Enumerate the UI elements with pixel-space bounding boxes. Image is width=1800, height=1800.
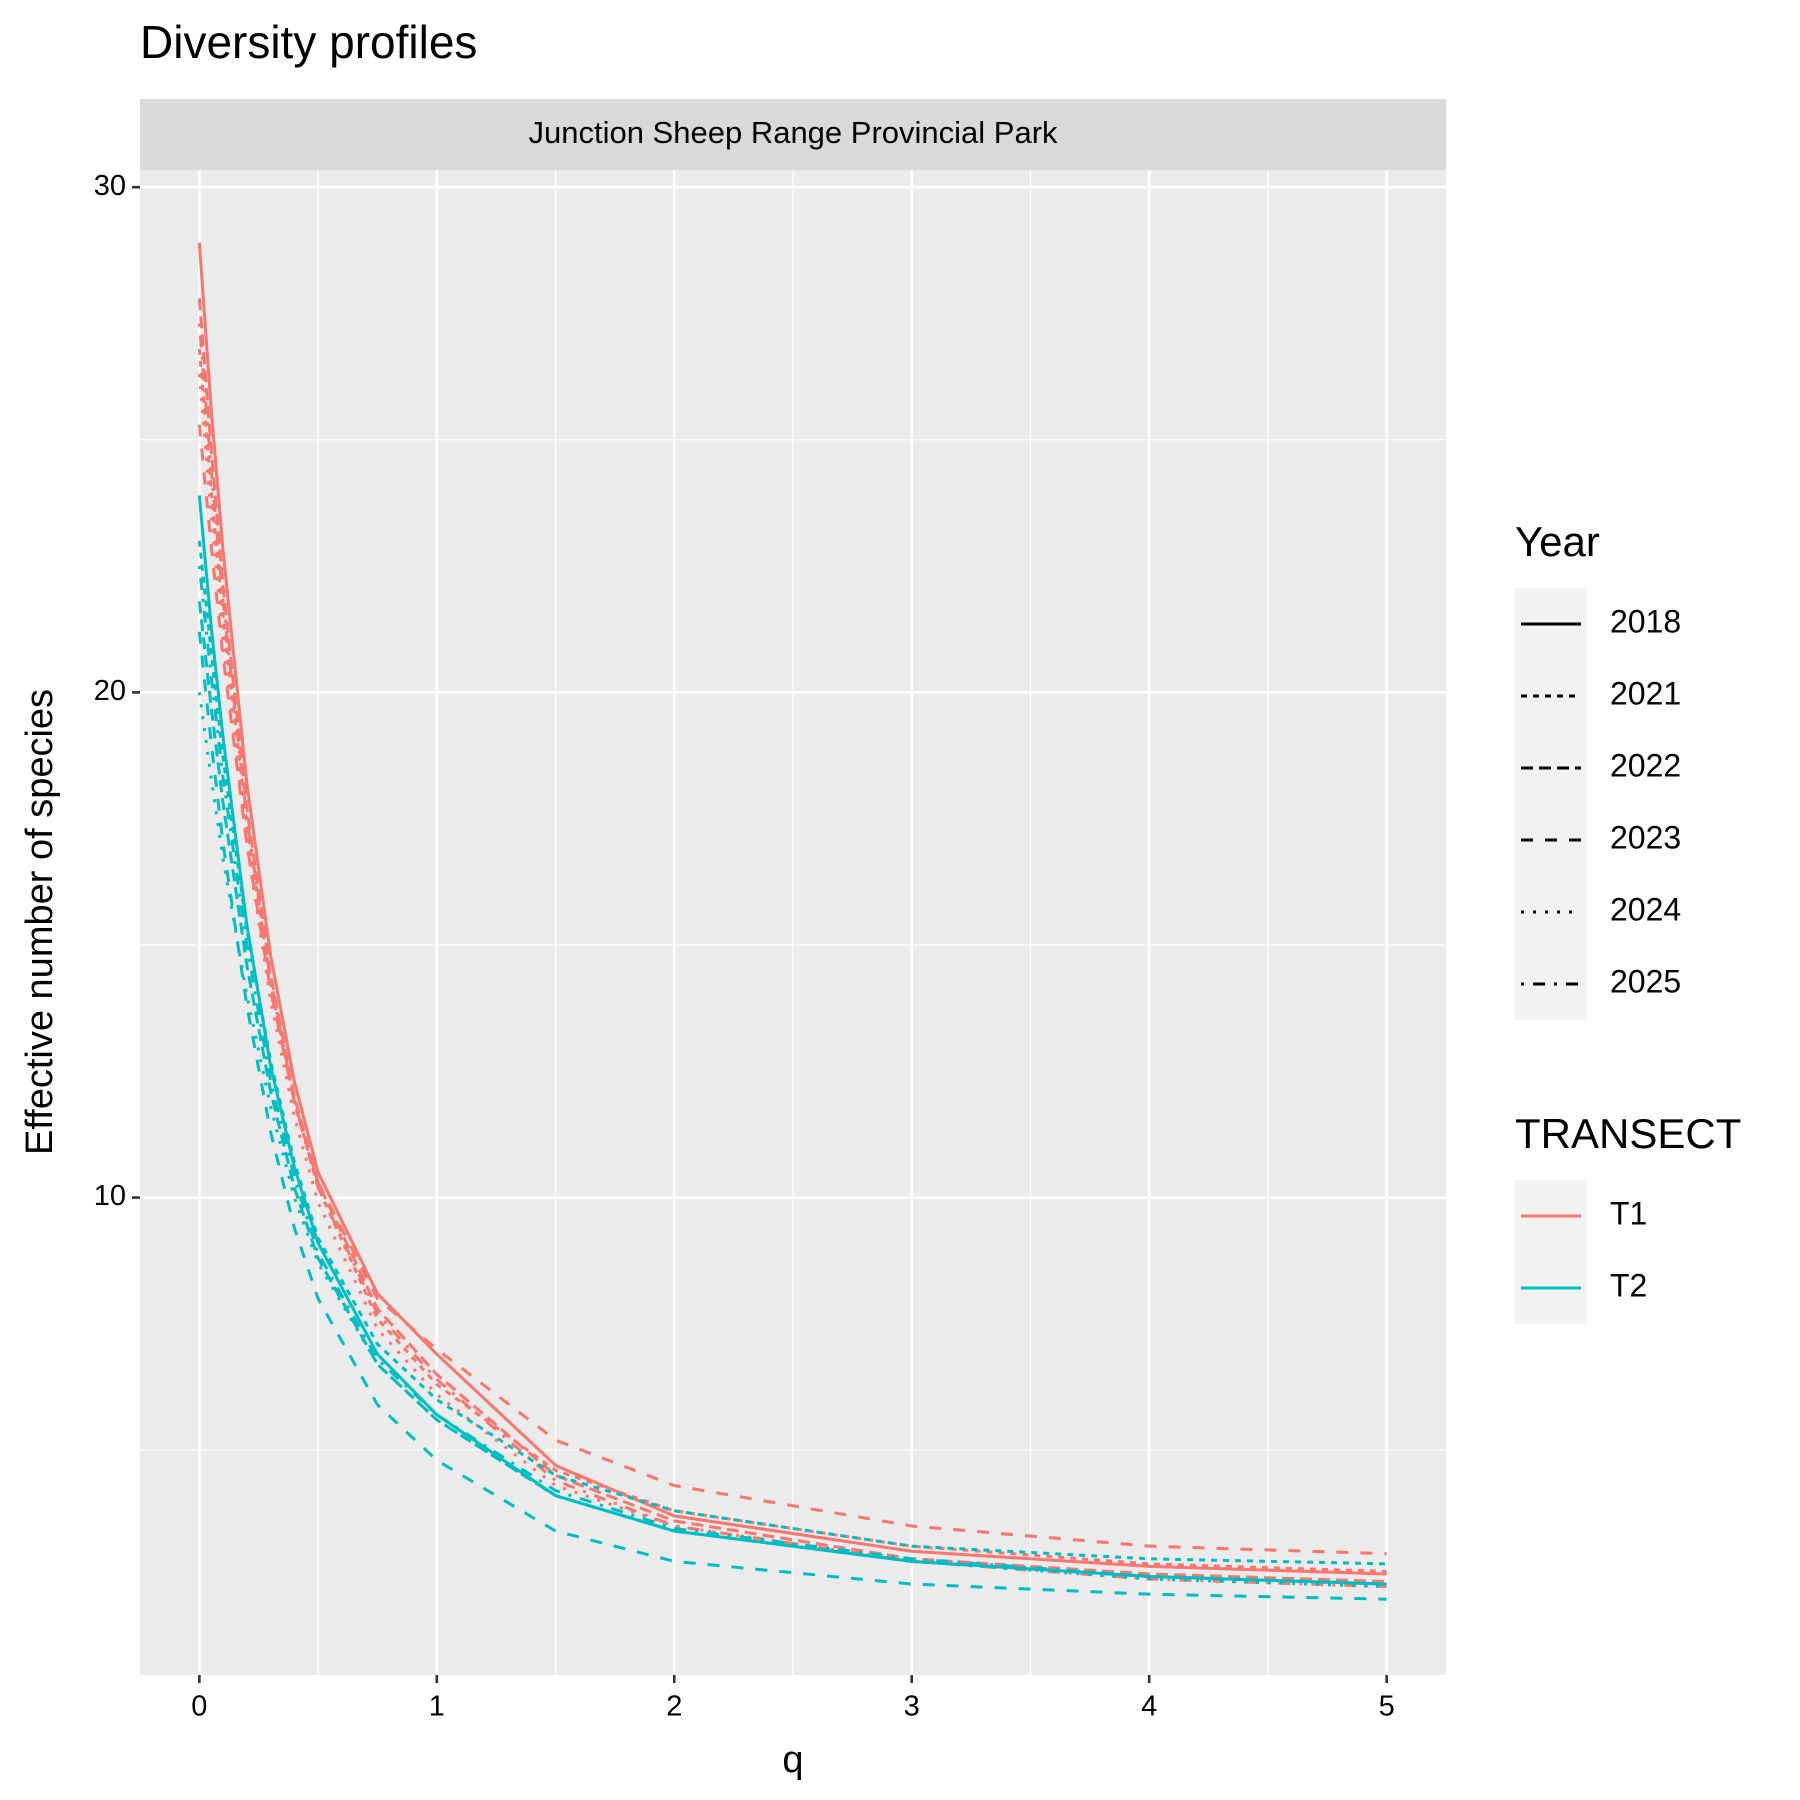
- legend-label: 2024: [1610, 891, 1681, 927]
- axes: 0 1 2 3 4 5 10 20 30: [94, 170, 1395, 1723]
- chart-title: Diversity profiles: [140, 16, 477, 68]
- x-tick-label: 0: [191, 1691, 207, 1723]
- legend: Year 2018 2021 2022 2023 2024 2025 TRANSECT T1 T2: [1515, 518, 1741, 1324]
- x-tick-label: 2: [666, 1691, 682, 1723]
- legend-title: Year: [1515, 518, 1600, 565]
- x-axis-title: q: [782, 1739, 803, 1781]
- legend-key-background: [1515, 1180, 1587, 1324]
- series-line: [197, 348, 1387, 1573]
- x-tick-label: 5: [1379, 1691, 1395, 1723]
- facet-label: Junction Sheep Range Provincial Park: [528, 115, 1058, 150]
- series-line: [197, 601, 1387, 1586]
- series-line: [197, 242, 1387, 1576]
- legend-label: 2021: [1610, 675, 1681, 711]
- series-line: [197, 373, 1387, 1586]
- lines: [197, 242, 1387, 1601]
- legend-label: 2018: [1610, 603, 1681, 639]
- legend-key-background: [1515, 588, 1587, 1020]
- series-line: [197, 540, 1387, 1566]
- grid: [140, 170, 1446, 1675]
- legend-label: 2022: [1610, 747, 1681, 783]
- y-tick-label: 10: [94, 1180, 126, 1212]
- series-line: [197, 631, 1387, 1601]
- y-axis-title: Effective number of species: [19, 689, 61, 1155]
- facet-strip: [140, 99, 1446, 170]
- legend-label: 2025: [1610, 963, 1681, 999]
- legend-title: TRANSECT: [1515, 1110, 1741, 1157]
- x-tick-label: 3: [904, 1691, 920, 1723]
- x-tick-label: 1: [429, 1691, 445, 1723]
- x-tick-label: 4: [1141, 1691, 1157, 1723]
- legend-label: 2023: [1610, 819, 1681, 855]
- legend-label: T2: [1610, 1267, 1647, 1303]
- y-tick-label: 20: [94, 675, 126, 707]
- legend-label: T1: [1610, 1195, 1647, 1231]
- series-line: [197, 424, 1387, 1556]
- y-tick-label: 30: [94, 170, 126, 202]
- series-line: [197, 565, 1387, 1586]
